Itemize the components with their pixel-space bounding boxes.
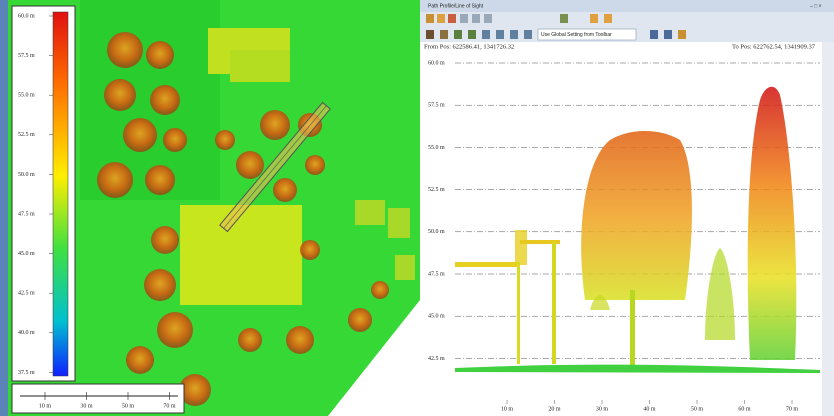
tool-button[interactable] <box>426 30 434 39</box>
title-bar <box>420 0 834 12</box>
tool-button[interactable] <box>468 30 476 39</box>
tool-button[interactable] <box>472 14 480 23</box>
building <box>230 50 290 82</box>
building <box>180 205 302 305</box>
scale-labels: 10 m 30 m 50 m 70 m <box>39 392 176 409</box>
tree-points <box>581 131 692 300</box>
roof-points <box>515 230 527 265</box>
profile-window: Path Profile/Line of Sight – □ × Use Glo… <box>420 0 834 416</box>
tool-button[interactable] <box>650 30 658 39</box>
window-title: Path Profile/Line of Sight <box>428 3 484 9</box>
building <box>395 255 415 280</box>
legend-label: 60.0 m <box>18 13 35 19</box>
tool-button[interactable] <box>510 30 518 39</box>
tool-button[interactable] <box>426 14 434 23</box>
y-axis-label: 47.5 m <box>428 271 445 277</box>
window-controls[interactable]: – □ × <box>810 3 822 9</box>
roof-points <box>520 240 560 244</box>
scale-label: 50 m <box>122 403 135 409</box>
x-axis-label: 50 m <box>691 406 704 412</box>
tool-button[interactable] <box>678 30 686 39</box>
tool-button[interactable] <box>664 30 672 39</box>
legend-labels: 60.0 m 57.5 m 55.0 m 52.5 m 50.0 m 47.5 m 45.0… <box>18 13 53 376</box>
legend-label: 37.5 m <box>18 370 35 376</box>
y-axis-label: 57.5 m <box>428 103 445 109</box>
y-axis-label: 42.5 m <box>428 356 445 362</box>
tool-button[interactable] <box>560 14 568 23</box>
tool-button[interactable] <box>604 14 612 23</box>
y-axis-label: 55.0 m <box>428 145 445 151</box>
tool-button[interactable] <box>454 30 462 39</box>
scale-label: 10 m <box>39 403 52 409</box>
color-ramp <box>52 11 69 377</box>
tool-button[interactable] <box>496 30 504 39</box>
building <box>388 208 410 238</box>
y-axis-label: 45.0 m <box>428 314 445 320</box>
building <box>355 200 385 225</box>
to-position: To Pos: 622762.54, 1341909.37 <box>732 43 816 50</box>
tool-button[interactable] <box>448 14 456 23</box>
map-view: 60.0 m 57.5 m 55.0 m 52.5 m 50.0 m 47.5 m 45.0… <box>8 0 420 416</box>
x-axis-label: 60 m <box>738 406 751 412</box>
dropdown[interactable] <box>537 28 637 41</box>
shrub-points <box>590 295 610 310</box>
x-axis-label: 30 m <box>596 406 609 412</box>
wall-points <box>552 242 556 364</box>
scale-box <box>11 383 185 414</box>
legend-label: 57.5 m <box>18 53 35 59</box>
legend-label: 45.0 m <box>18 251 35 257</box>
ground-points <box>455 364 820 373</box>
trunk-points <box>630 290 635 365</box>
legend-label: 40.0 m <box>18 330 35 336</box>
x-axis-label: 10 m <box>501 406 514 412</box>
axis-labels: 60.0 m 57.5 m 55.0 m 52.5 m 50.0 m 47.5 m 45.0… <box>428 60 798 412</box>
scrollbar[interactable] <box>822 42 834 416</box>
x-axis-label: 70 m <box>786 406 799 412</box>
no-data-area <box>328 300 420 416</box>
tool-button[interactable] <box>590 14 598 23</box>
tree-points <box>705 248 735 340</box>
wall-points <box>517 262 520 364</box>
legend-label: 52.5 m <box>18 132 35 138</box>
tool-button[interactable] <box>460 14 468 23</box>
y-axis-label: 52.5 m <box>428 187 445 193</box>
roof-points <box>455 262 520 267</box>
legend-label: 55.0 m <box>18 93 35 99</box>
legend-label: 42.5 m <box>18 291 35 297</box>
point-profile <box>455 86 820 373</box>
x-axis-label: 40 m <box>643 406 656 412</box>
tool-button[interactable] <box>524 30 532 39</box>
x-axis-label: 20 m <box>548 406 561 412</box>
y-axis-label: 60.0 m <box>428 60 445 66</box>
y-axis-label: 50.0 m <box>428 229 445 235</box>
profile-path <box>219 101 331 233</box>
from-position: From Pos: 622586.41, 1341726.32 <box>424 43 514 50</box>
tool-button[interactable] <box>484 14 492 23</box>
tool-button[interactable] <box>440 30 448 39</box>
legend-label: 50.0 m <box>18 172 35 178</box>
trees <box>97 32 389 406</box>
scale-label: 30 m <box>80 403 93 409</box>
tree-points <box>747 86 797 361</box>
tool-button[interactable] <box>482 30 490 39</box>
dropdown-text: Use Global Setting from Toolbar <box>541 32 612 38</box>
tool-button[interactable] <box>437 14 445 23</box>
scale-label: 70 m <box>163 403 176 409</box>
toolbar: Use Global Setting from Toolbar <box>426 14 686 41</box>
legend-label: 47.5 m <box>18 211 35 217</box>
